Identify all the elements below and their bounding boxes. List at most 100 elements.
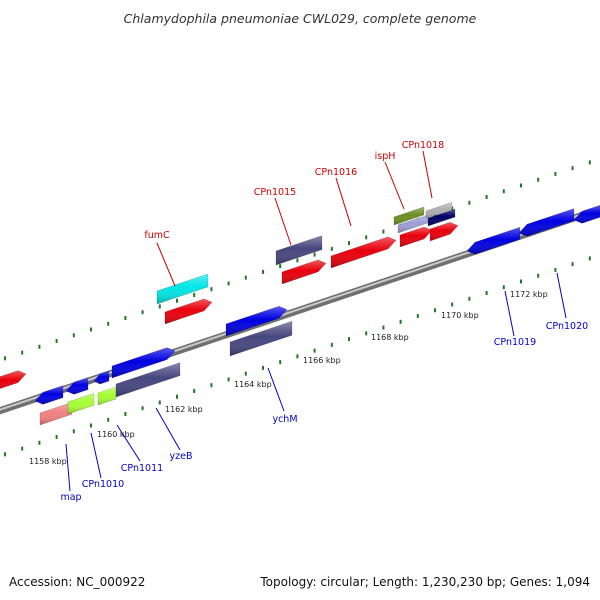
tick-label-1164: 1164 kbp — [234, 380, 272, 389]
genome-summary-text: Topology: circular; Length: 1,230,230 bp… — [259, 575, 590, 589]
tick-dot — [4, 452, 6, 457]
tick-dot — [330, 342, 333, 347]
gene-label-ychm: ychM — [272, 414, 297, 425]
gene-feature-ychm — [229, 320, 293, 357]
connector-isph — [384, 161, 405, 210]
connector-cpn1019 — [504, 290, 515, 337]
tick-dot — [193, 388, 196, 393]
tick-marks — [4, 160, 591, 457]
gene-feature-cpn1011 — [97, 386, 117, 406]
tick-dot — [21, 446, 24, 451]
kbp-tick-labels: 1158 kbp 1160 kbp 1162 kbp 1164 kbp 1166… — [29, 290, 548, 466]
tick-dot — [124, 411, 127, 416]
tick-dot — [21, 350, 24, 355]
connector-fumC — [156, 242, 176, 287]
gene-label-cpn1018: CPn1018 — [402, 140, 444, 151]
gene-feature-isph — [399, 226, 433, 248]
tick-dot — [520, 183, 522, 188]
tick-dot — [279, 264, 282, 269]
tick-dot — [38, 344, 41, 349]
tick-dot — [4, 356, 6, 361]
connector-yzeb — [155, 407, 181, 451]
tick-dot — [537, 273, 540, 278]
connector-cpn1011 — [116, 424, 141, 462]
tick-dot — [451, 302, 454, 307]
gene-feature — [164, 298, 213, 325]
connector-cpn1018 — [422, 150, 433, 199]
gene-feature-cpn1018 — [427, 208, 456, 227]
tick-dot — [554, 267, 557, 272]
connector-cpn1020 — [556, 272, 567, 319]
gene-label-cpn1011: CPn1011 — [121, 463, 163, 474]
accession-text: Accession: NC_000922 — [9, 575, 145, 589]
tick-dot — [485, 194, 488, 199]
gene-labels-bottom: map CPn1010 CPn1011 yzeB ychM CPn1019 CP… — [60, 321, 588, 503]
gene-label-cpn1010: CPn1010 — [82, 479, 124, 490]
tick-dot — [90, 423, 92, 428]
gene-features — [0, 201, 600, 426]
tick-label-1160: 1160 kbp — [97, 430, 135, 439]
tick-dot — [348, 337, 350, 342]
connector-cpn1016 — [335, 177, 352, 227]
tick-dot — [193, 292, 196, 297]
tick-dot — [296, 354, 299, 359]
tick-dot — [365, 235, 368, 240]
tick-dot — [468, 200, 471, 205]
tick-dot — [262, 269, 264, 274]
tick-dot — [176, 298, 178, 303]
tick-dot — [365, 331, 368, 336]
tick-dot — [107, 417, 110, 422]
map-title: Chlamydophila pneumoniae CWL029, complet… — [124, 11, 477, 26]
gene-label-cpn1016: CPn1016 — [315, 167, 357, 178]
tick-dot — [571, 262, 574, 267]
gene-label-isph: ispH — [375, 151, 396, 162]
tick-dot — [210, 383, 213, 388]
tick-label-1168: 1168 kbp — [371, 333, 409, 342]
tick-dot — [141, 310, 144, 315]
tick-dot — [55, 339, 58, 344]
gene-feature-cpn1010 — [67, 392, 95, 415]
gene-feature-map — [39, 401, 73, 426]
tick-dot — [107, 321, 110, 326]
tick-dot — [554, 171, 557, 176]
tick-dot — [244, 275, 247, 280]
tick-dot — [313, 348, 316, 353]
gene-labels-top: fumC CPn1015 CPn1016 ispH CPn1018 — [144, 140, 444, 241]
tick-dot — [520, 279, 522, 284]
gene-feature-cpn1018 — [429, 221, 459, 242]
gene-feature-cpn1015 — [275, 235, 323, 266]
tick-dot — [382, 229, 385, 234]
tick-dot — [176, 394, 178, 399]
tick-dot — [502, 189, 505, 194]
gene-label-yzeb: yzeB — [170, 451, 193, 462]
tick-dot — [330, 246, 333, 251]
tick-label-1158: 1158 kbp — [29, 457, 67, 466]
gene-feature-fumc — [156, 273, 209, 305]
tick-dot — [588, 160, 591, 165]
tick-dot — [141, 406, 144, 411]
gene-label-cpn1015: CPn1015 — [254, 187, 296, 198]
tick-dot — [244, 371, 247, 376]
tick-dot — [158, 400, 161, 405]
gene-feature-cpn1011 — [93, 370, 110, 385]
gene-label-map: map — [60, 492, 81, 503]
tick-dot — [227, 281, 230, 286]
gene-label-fumC: fumC — [144, 230, 170, 241]
gene-feature-cpn1020 — [518, 208, 575, 237]
tick-label-1170: 1170 kbp — [441, 311, 479, 320]
tick-dot — [296, 258, 299, 263]
gene-feature-cpn1019 — [466, 226, 521, 255]
tick-dot — [210, 287, 213, 292]
gene-feature — [0, 370, 27, 389]
gene-feature-cpn1015 — [281, 259, 327, 285]
tick-dot — [468, 296, 471, 301]
gene-feature-cpn1010 — [65, 377, 89, 395]
tick-label-1162: 1162 kbp — [165, 405, 203, 414]
tick-dot — [571, 166, 574, 171]
tick-dot — [399, 319, 402, 324]
tick-label-1172: 1172 kbp — [510, 290, 548, 299]
gene-feature-cpn1016 — [330, 236, 397, 269]
gene-label-cpn1019: CPn1019 — [494, 337, 536, 348]
tick-dot — [451, 206, 454, 211]
